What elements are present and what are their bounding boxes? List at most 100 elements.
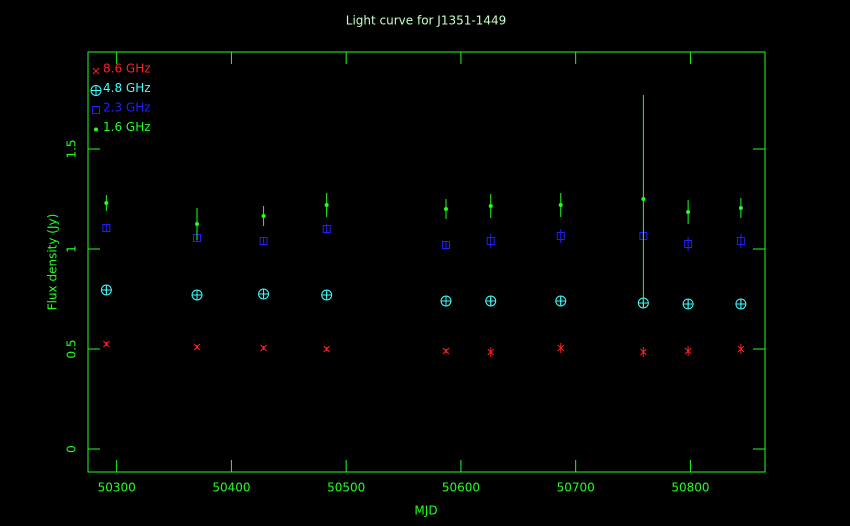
data-point — [442, 241, 451, 249]
marker-x — [323, 345, 331, 353]
marker-plus — [101, 285, 112, 295]
marker-plus — [485, 296, 496, 306]
legend-item: 1.6 GHz — [94, 120, 151, 134]
data-point — [737, 345, 745, 353]
legend-label: 1.6 GHz — [103, 120, 151, 134]
marker-plus — [258, 289, 269, 299]
x-tick-label: 50500 — [327, 481, 365, 495]
marker-plus — [735, 299, 746, 309]
marker-dot — [104, 201, 109, 205]
marker-dot — [558, 203, 563, 207]
marker-x — [260, 344, 267, 352]
data-point — [324, 203, 329, 207]
chart-title: Light curve for J1351-1449 — [346, 14, 506, 28]
data-point — [440, 295, 452, 307]
x-tick-label: 50300 — [98, 481, 136, 495]
marker-square — [92, 106, 100, 114]
data-point — [261, 214, 266, 218]
data-point — [258, 288, 270, 300]
data-point — [193, 343, 201, 351]
data-point — [191, 289, 203, 301]
marker-x — [92, 67, 100, 75]
marker-x — [557, 344, 565, 352]
data-point — [487, 348, 495, 356]
data-point — [488, 204, 493, 208]
legend-marker — [94, 127, 98, 132]
legend-label: 8.6 GHz — [103, 62, 151, 76]
data-point — [104, 201, 109, 205]
data-point — [738, 206, 743, 210]
data-point — [260, 344, 267, 352]
x-tick-label: 50800 — [671, 481, 709, 495]
marker-x — [737, 345, 745, 353]
data-point — [485, 295, 497, 307]
data-point — [103, 340, 110, 348]
marker-plus — [91, 85, 101, 96]
data-point — [259, 237, 268, 245]
data-point — [640, 348, 647, 356]
marker-plus — [555, 296, 566, 306]
data-point — [321, 289, 333, 301]
data-point — [557, 344, 565, 352]
marker-plus — [683, 299, 694, 309]
data-point — [735, 298, 747, 310]
marker-x — [103, 340, 110, 348]
marker-dot — [94, 127, 98, 132]
y-axis-label: Flux density (Jy) — [46, 214, 60, 311]
data-point — [684, 347, 692, 355]
marker-dot — [195, 222, 200, 226]
x-axis-label: MJD — [414, 504, 437, 518]
marker-x — [442, 347, 450, 355]
data-point — [486, 237, 495, 245]
marker-dot — [738, 206, 743, 210]
marker-dot — [261, 214, 266, 218]
marker-dot — [488, 204, 493, 208]
data-point — [684, 240, 693, 248]
marker-square — [442, 241, 451, 249]
marker-plus — [441, 296, 452, 306]
legend-marker — [92, 106, 100, 114]
marker-x — [193, 343, 201, 351]
y-tick-label: 0 — [65, 445, 79, 453]
data-point — [442, 347, 450, 355]
marker-plus — [192, 290, 203, 300]
legend-label: 2.3 GHz — [103, 101, 151, 115]
legend-item: 2.3 GHz — [92, 101, 151, 115]
data-point — [100, 284, 112, 296]
data-point — [641, 197, 646, 201]
data-point — [195, 222, 200, 226]
marker-square — [684, 240, 693, 248]
x-tick-label: 50600 — [442, 481, 480, 495]
data-point — [444, 207, 449, 211]
marker-x — [487, 348, 495, 356]
marker-square — [486, 237, 495, 245]
data-point — [686, 210, 691, 214]
marker-square — [556, 232, 565, 240]
data-point — [556, 232, 565, 240]
plot-frame — [87, 51, 766, 473]
legend-label: 4.8 GHz — [103, 81, 151, 95]
marker-square — [102, 224, 111, 232]
legend-item: 4.8 GHz — [90, 81, 151, 96]
marker-dot — [324, 203, 329, 207]
data-point — [558, 203, 563, 207]
marker-dot — [686, 210, 691, 214]
x-tick-label: 50700 — [557, 481, 595, 495]
marker-square — [736, 237, 745, 245]
data-point — [682, 298, 694, 310]
data-point — [736, 237, 745, 245]
legend-item: 8.6 GHz — [92, 62, 151, 76]
legend-marker — [92, 67, 100, 75]
y-tick-label: 1.5 — [65, 139, 79, 158]
data-point — [323, 345, 331, 353]
y-tick-label: 1 — [65, 245, 79, 253]
x-tick-label: 50400 — [212, 481, 250, 495]
marker-square — [259, 237, 268, 245]
marker-dot — [444, 207, 449, 211]
legend-marker — [90, 85, 102, 96]
marker-x — [684, 347, 692, 355]
data-point — [102, 224, 111, 232]
marker-plus — [321, 290, 332, 300]
